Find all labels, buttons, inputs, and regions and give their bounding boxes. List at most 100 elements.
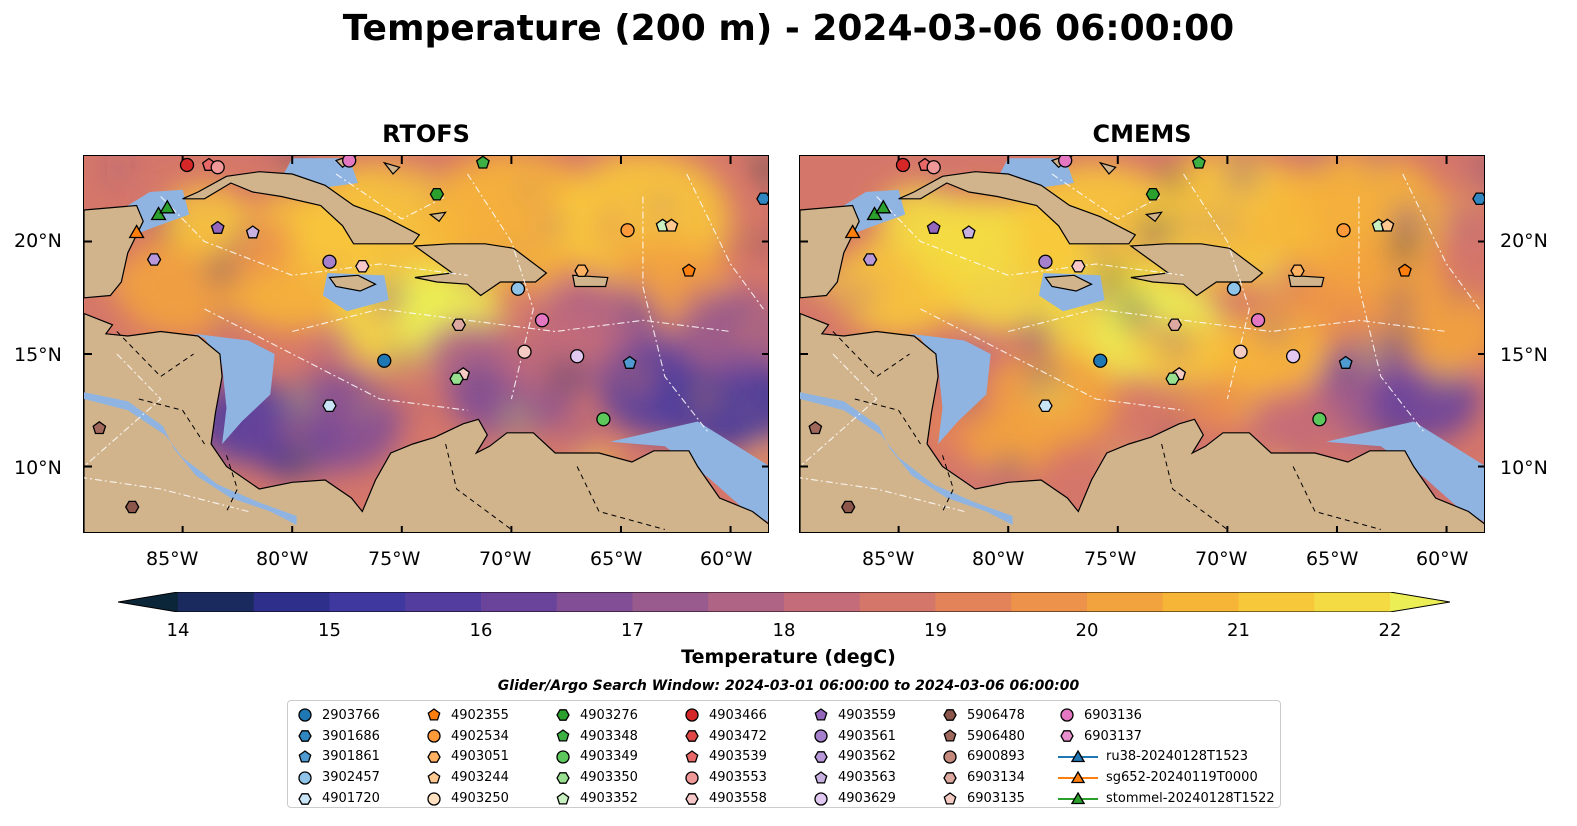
argo-float-marker xyxy=(534,313,550,328)
shallow-shelf xyxy=(84,392,297,525)
legend-item: 4903553 xyxy=(683,767,767,788)
circle-marker-icon xyxy=(1060,708,1074,723)
circle-marker-icon xyxy=(814,729,828,743)
circle-marker-icon xyxy=(814,791,828,806)
legend-label: 4903352 xyxy=(580,791,638,807)
lon-tick-label: 60°W xyxy=(1416,548,1469,570)
lat-tick-label: 20°N xyxy=(1500,230,1548,252)
colorbar-segment xyxy=(1162,592,1239,612)
legend-label: 4903350 xyxy=(580,770,638,786)
legend-label: 4903629 xyxy=(838,791,896,807)
lon-tick-label: 70°W xyxy=(479,548,532,570)
circle-marker-icon xyxy=(814,791,828,806)
argo-float-marker xyxy=(1338,355,1353,369)
argo-float-marker xyxy=(146,253,162,266)
search-window-caption: Glider/Argo Search Window: 2024-03-01 06… xyxy=(497,678,1080,694)
argo-float-marker xyxy=(1397,263,1412,277)
circle-marker-icon xyxy=(427,791,441,806)
argo-float-marker xyxy=(210,160,225,175)
legend-item: 6903137 xyxy=(1058,726,1275,747)
circle-marker-icon xyxy=(685,771,699,785)
legend-label: 2903766 xyxy=(322,707,380,723)
pentagon-marker-icon xyxy=(427,770,441,784)
glider-marker xyxy=(866,206,883,221)
landmass xyxy=(84,312,768,532)
hexagon-marker-icon xyxy=(427,751,441,763)
legend-label: 4903244 xyxy=(451,770,509,786)
panel-title-rtofs: RTOFS xyxy=(382,120,470,148)
legend-label: 4903051 xyxy=(451,749,509,765)
legend-label: 6903134 xyxy=(967,770,1025,786)
legend-item: 4903559 xyxy=(812,705,896,726)
hexagon-marker-icon xyxy=(1060,730,1074,743)
legend-label: 4903276 xyxy=(580,707,638,723)
hexagon-marker-icon xyxy=(556,771,570,784)
legend-item: 4903561 xyxy=(812,726,896,747)
colorbar-segment xyxy=(1314,592,1391,612)
landmass xyxy=(898,171,1137,245)
argo-float-marker xyxy=(1145,187,1161,201)
pentagon-marker-icon xyxy=(427,708,441,721)
argo-float-marker xyxy=(1336,223,1351,238)
hexagon-marker-icon xyxy=(298,730,312,743)
legend-item: 4903348 xyxy=(554,726,638,747)
hexagon-marker-icon xyxy=(685,792,699,805)
legend-label: 5906480 xyxy=(967,728,1025,744)
lon-tick-label: 85°W xyxy=(862,548,915,570)
argo-float-marker xyxy=(377,353,392,368)
lat-tick-label: 15°N xyxy=(1500,344,1548,366)
legend-item: 6903134 xyxy=(941,767,1025,788)
landmass xyxy=(382,161,401,175)
legend-item: 2903766 xyxy=(296,705,380,726)
argo-float-marker xyxy=(510,281,526,296)
hexagon-marker-icon xyxy=(943,709,957,722)
hexagon-marker-icon xyxy=(1060,730,1074,743)
hexagon-marker-icon xyxy=(556,709,570,722)
legend-item: 4903563 xyxy=(812,767,896,788)
legend-item: 4903466 xyxy=(683,705,767,726)
legend-label: 3901861 xyxy=(322,749,380,765)
argo-float-marker xyxy=(1165,372,1180,386)
legend-label: 4903559 xyxy=(838,707,896,723)
pentagon-marker-icon xyxy=(943,791,957,805)
pentagon-marker-icon xyxy=(298,750,312,763)
circle-marker-icon xyxy=(685,771,699,785)
circle-marker-icon xyxy=(556,750,570,764)
argo-float-marker xyxy=(245,225,260,239)
legend-label: 4903250 xyxy=(451,791,509,807)
pentagon-marker-icon xyxy=(814,708,828,721)
lat-tick-label: 20°N xyxy=(14,230,62,252)
lon-tick-label: 80°W xyxy=(256,548,309,570)
legend-item: 4903539 xyxy=(683,747,767,768)
colorbar-tick-label: 15 xyxy=(318,620,341,641)
legend-item: 4901720 xyxy=(296,788,380,809)
lat-tick-label: 10°N xyxy=(14,457,62,479)
circle-marker-icon xyxy=(427,791,441,806)
colorbar-extend-max xyxy=(1390,592,1450,612)
argo-float-marker xyxy=(1233,344,1248,359)
hexagon-marker-icon xyxy=(943,771,957,784)
argo-float-marker xyxy=(1038,399,1053,413)
colorbar-extend-min xyxy=(118,592,178,612)
argo-float-marker xyxy=(342,156,357,168)
colorbar-segment xyxy=(253,592,330,612)
circle-marker-icon xyxy=(298,771,312,785)
argo-float-marker xyxy=(596,412,611,427)
shallow-shelf xyxy=(800,392,1013,525)
shallow-shelf xyxy=(909,333,991,444)
circle-marker-icon xyxy=(685,708,699,723)
lat-tick-label: 15°N xyxy=(14,344,62,366)
figure-title: Temperature (200 m) - 2024-03-06 06:00:0… xyxy=(342,8,1235,49)
pentagon-marker-icon xyxy=(685,750,699,763)
pentagon-marker-icon xyxy=(298,750,312,763)
legend-label: 6900893 xyxy=(967,749,1025,765)
argo-float-marker xyxy=(1071,259,1086,273)
argo-float-marker xyxy=(569,349,585,364)
argo-float-marker xyxy=(355,259,370,273)
colorbar-segment xyxy=(329,592,406,612)
legend-label: 4903562 xyxy=(838,749,896,765)
triangle-marker-icon xyxy=(1070,791,1086,804)
argo-float-marker xyxy=(1038,254,1053,269)
axis-ticks xyxy=(800,156,1484,532)
colorbar-tick-label: 14 xyxy=(166,620,190,641)
